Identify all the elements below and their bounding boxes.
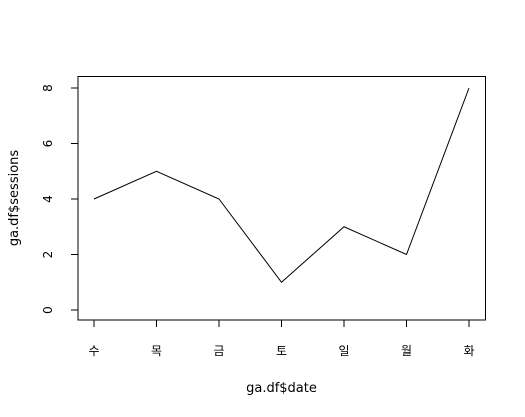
y-tick-label: 8 (41, 84, 55, 92)
x-tick-label: 화 (463, 344, 474, 358)
y-tick-label: 4 (41, 195, 55, 203)
y-axis: 0 2 4 6 8 (41, 84, 79, 314)
y-tick-label: 2 (41, 251, 55, 259)
x-tick-label: 목 (151, 344, 162, 358)
series-line (93, 87, 470, 283)
x-tick-label: 금 (213, 344, 224, 358)
x-tick-label: 일 (338, 344, 349, 358)
x-tick-label: 월 (401, 344, 412, 358)
x-tick-label: 토 (276, 344, 287, 358)
y-tick-label: 0 (41, 306, 55, 314)
x-tick-label: 수 (88, 344, 99, 358)
series-group (93, 87, 470, 283)
y-axis-title: ga.df$sessions (7, 150, 22, 247)
x-axis-title: ga.df$date (246, 381, 317, 396)
y-tick-label: 6 (41, 140, 55, 148)
